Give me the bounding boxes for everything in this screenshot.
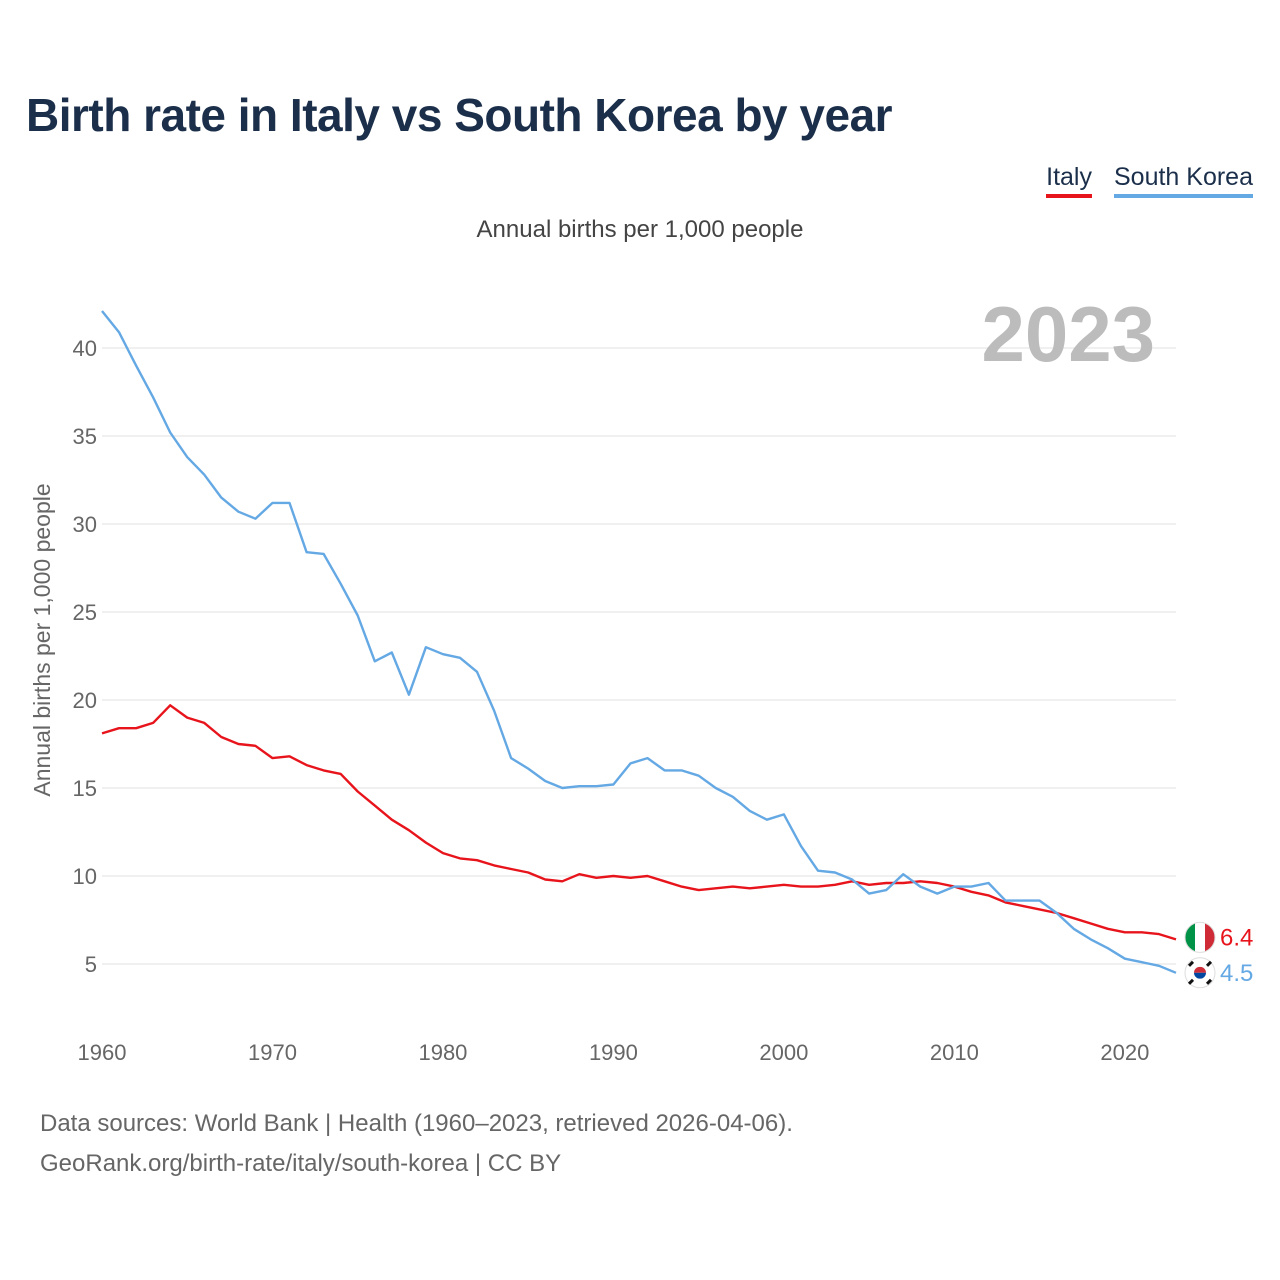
year-watermark: 2023 (981, 290, 1155, 378)
y-axis-title: Annual births per 1,000 people (29, 483, 55, 796)
y-tick-label: 10 (73, 864, 97, 889)
x-axis-ticks: 1960 1970 1980 1990 2000 2010 2020 (78, 1040, 1150, 1065)
chart-title: Birth rate in Italy vs South Korea by ye… (26, 89, 893, 141)
line-chart: 5 10 15 20 25 30 35 40 1960 1970 1980 1990 2000 2010… (29, 290, 1253, 1065)
source-url[interactable]: GeoRank.org/birth-rate/italy/south-korea… (40, 1150, 562, 1177)
y-tick-label: 25 (73, 600, 97, 625)
chart-subtitle: Annual births per 1,000 people (476, 216, 804, 243)
series-lines (101, 310, 1177, 974)
italy-flag-icon (1184, 921, 1216, 953)
x-tick-label: 2010 (930, 1040, 979, 1065)
y-tick-label: 35 (73, 424, 97, 449)
y-axis-ticks: 5 10 15 20 25 30 35 40 (73, 336, 97, 977)
data-source-note: Data sources: World Bank | Health (1960–… (40, 1110, 793, 1137)
series-line-south-korea[interactable] (101, 310, 1177, 974)
end-value-label-south-korea: 4.5 (1220, 960, 1253, 987)
gridlines (102, 347, 1176, 965)
legend: Italy South Korea (1046, 163, 1253, 198)
x-tick-label: 1970 (248, 1040, 297, 1065)
y-tick-label: 30 (73, 512, 97, 537)
x-tick-label: 2020 (1100, 1040, 1149, 1065)
x-tick-label: 1990 (589, 1040, 638, 1065)
x-tick-label: 1960 (78, 1040, 127, 1065)
series-line-italy[interactable] (101, 704, 1177, 941)
y-tick-label: 15 (73, 776, 97, 801)
y-tick-label: 40 (73, 336, 97, 361)
end-labels: 6.44.5 (1184, 921, 1253, 989)
end-value-label-italy: 6.4 (1220, 924, 1253, 951)
legend-item-south-korea[interactable]: South Korea (1114, 163, 1253, 198)
footer: Data sources: World Bank | Health (1960–… (40, 1104, 793, 1184)
legend-item-italy[interactable]: Italy (1046, 163, 1092, 198)
y-tick-label: 20 (73, 688, 97, 713)
x-tick-label: 1980 (418, 1040, 467, 1065)
y-tick-label: 5 (85, 952, 97, 977)
x-tick-label: 2000 (759, 1040, 808, 1065)
south-korea-flag-icon (1184, 957, 1216, 989)
